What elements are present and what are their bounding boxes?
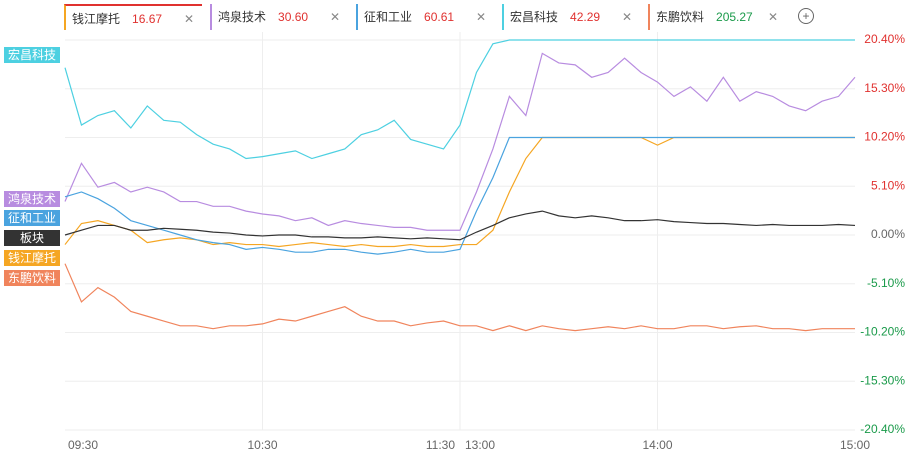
tab-name: 东鹏饮料 bbox=[656, 10, 705, 24]
add-button[interactable]: + bbox=[798, 8, 814, 24]
tab-price: 42.29 bbox=[570, 10, 601, 24]
series-line bbox=[64, 39, 855, 160]
series-line bbox=[64, 136, 855, 255]
y-tick-label: -5.10% bbox=[867, 276, 905, 290]
series-label-bg bbox=[4, 191, 60, 207]
series-label: 板块 bbox=[20, 231, 44, 245]
tab-price: 16.67 bbox=[132, 12, 163, 26]
stock-tab[interactable]: 钱江摩托 16.67 ✕ bbox=[64, 4, 202, 30]
series-line bbox=[64, 263, 855, 332]
stock-tab[interactable]: 鸿泉技术 30.60 ✕ bbox=[210, 4, 348, 30]
y-tick-label: -15.30% bbox=[860, 373, 905, 387]
series-label-bg bbox=[4, 210, 60, 226]
tab-price: 205.27 bbox=[716, 10, 753, 24]
series-label-bg bbox=[4, 250, 60, 266]
x-tick-label: 13:00 bbox=[465, 438, 495, 452]
x-tick-label: 10:30 bbox=[247, 438, 277, 452]
tab-name: 钱江摩托 bbox=[72, 12, 121, 26]
y-tick-label: -10.20% bbox=[860, 325, 905, 339]
stock-tab[interactable]: 征和工业 60.61 ✕ bbox=[356, 4, 494, 30]
series-line bbox=[64, 210, 856, 241]
y-tick-label: 0.00% bbox=[871, 227, 905, 241]
tab-price: 30.60 bbox=[278, 10, 309, 24]
series-line bbox=[64, 52, 856, 231]
y-tick-label: 20.40% bbox=[864, 32, 905, 46]
tab-name: 宏昌科技 bbox=[510, 10, 559, 24]
tab-price: 60.61 bbox=[424, 10, 455, 24]
close-tab[interactable]: ✕ bbox=[475, 10, 486, 24]
stock-tab[interactable]: 东鹏饮料 205.27 ✕ bbox=[648, 4, 786, 30]
series-label: 宏昌科技 bbox=[8, 47, 56, 62]
close-tab[interactable]: ✕ bbox=[621, 10, 632, 24]
y-tick-label: 10.20% bbox=[864, 130, 905, 144]
series-label-bg bbox=[4, 230, 60, 246]
x-tick-label: 14:00 bbox=[642, 438, 672, 452]
series-label-bg bbox=[4, 270, 60, 286]
tab-name: 鸿泉技术 bbox=[218, 10, 267, 24]
y-tick-label: -20.40% bbox=[860, 422, 905, 436]
close-tab[interactable]: ✕ bbox=[329, 10, 340, 24]
tab-name: 征和工业 bbox=[364, 10, 413, 24]
x-tick-label: 15:00 bbox=[840, 438, 870, 452]
series-label: 东鹏饮料 bbox=[8, 271, 56, 285]
series-label: 钱江摩托 bbox=[8, 250, 56, 265]
series-label: 征和工业 bbox=[8, 211, 56, 225]
series-label-bg bbox=[4, 47, 60, 63]
y-tick-label: 5.10% bbox=[871, 178, 905, 192]
x-tick-label: 11:30 bbox=[426, 438, 455, 452]
close-tab[interactable]: ✕ bbox=[183, 12, 194, 26]
y-tick-label: 15.30% bbox=[864, 81, 905, 95]
close-tab[interactable]: ✕ bbox=[767, 10, 778, 24]
x-tick-label: 09:30 bbox=[68, 438, 98, 452]
stock-tab[interactable]: 宏昌科技 42.29 ✕ bbox=[502, 4, 640, 30]
series-label: 鸿泉技术 bbox=[8, 192, 56, 206]
